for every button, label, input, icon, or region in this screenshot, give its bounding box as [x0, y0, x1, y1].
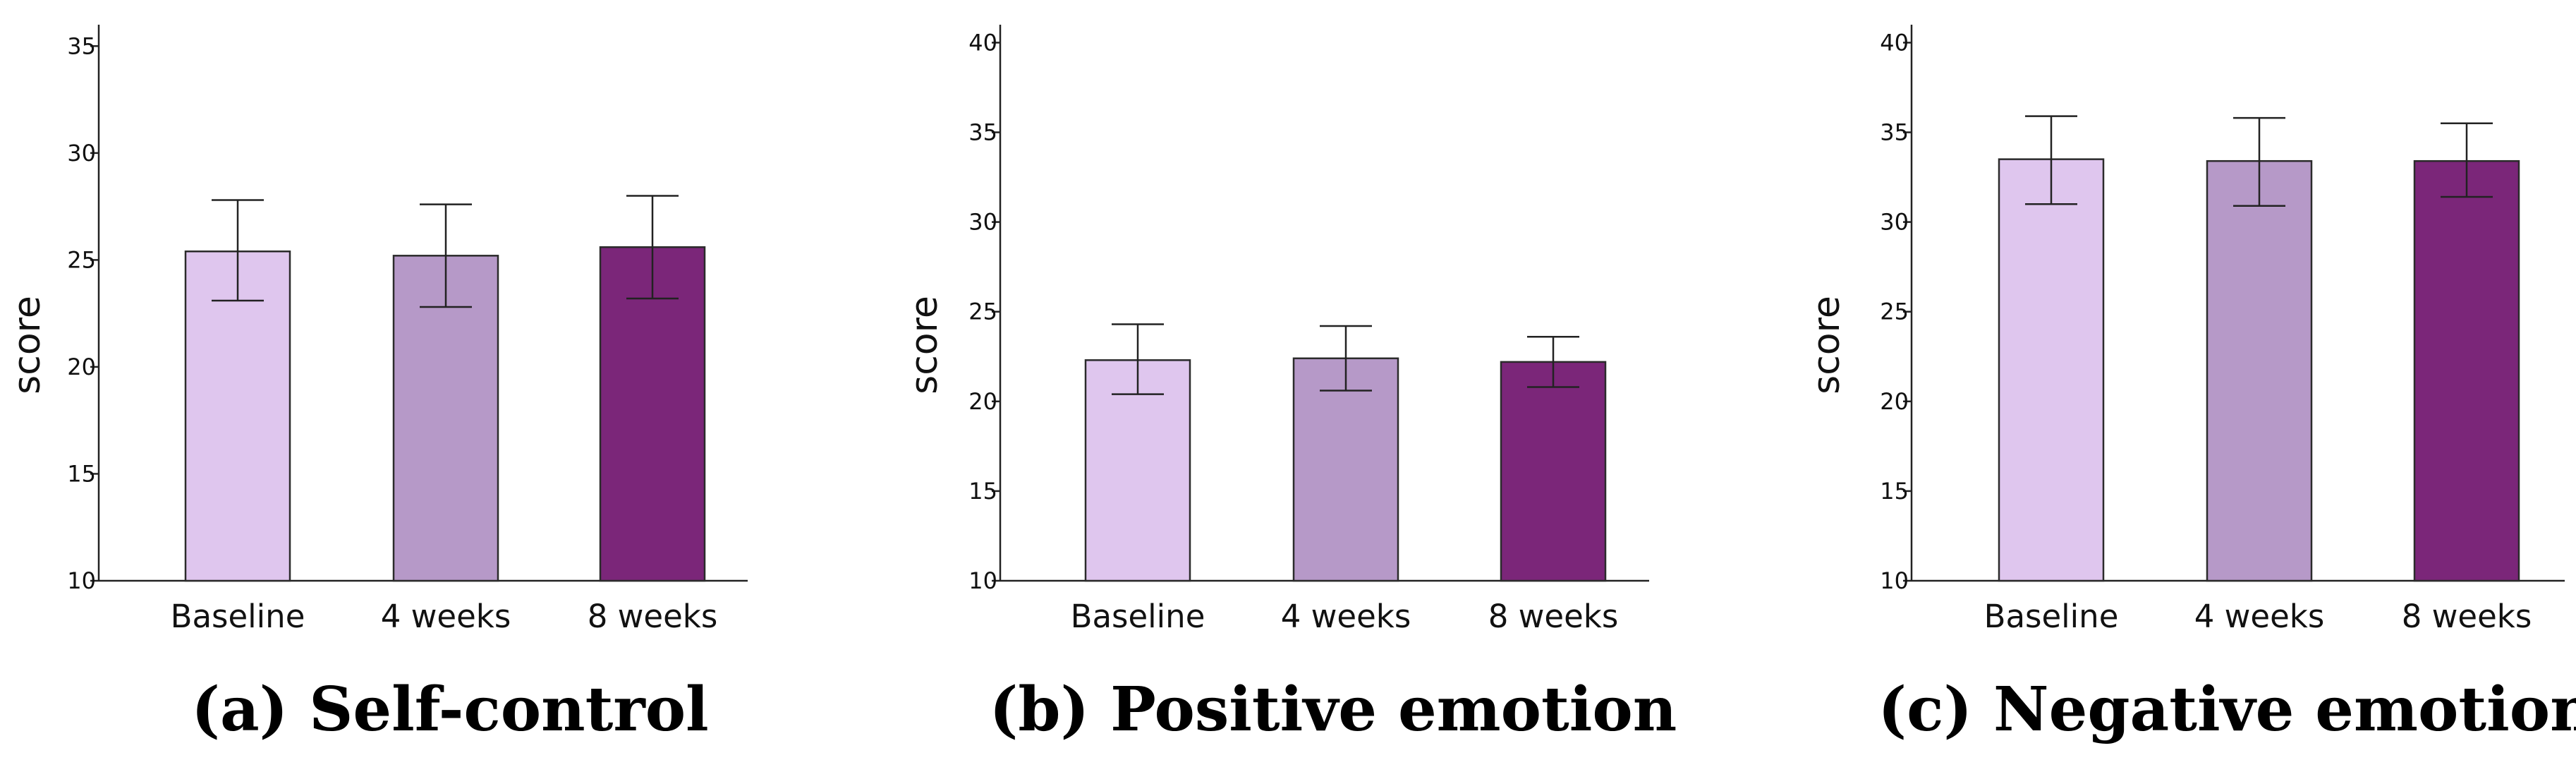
x-category-label: 4 weeks [381, 598, 511, 635]
y-tick-label: 25 [968, 298, 997, 325]
x-category-label: Baseline [1071, 598, 1205, 635]
bar [392, 255, 499, 582]
bar [2413, 159, 2520, 582]
bar [2206, 159, 2313, 582]
y-tick-label: 30 [968, 209, 997, 236]
bar [1998, 158, 2105, 582]
chart-panel-3: 10 15 20 25 30 35 40 score Baseline 4 weeks 8 week… [1806, 25, 2576, 745]
y-tick-label: 15 [968, 478, 997, 505]
x-category-label: 4 weeks [2194, 598, 2325, 635]
y-tick-label: 20 [1880, 388, 1909, 415]
y-tick-label: 35 [968, 119, 997, 146]
y-axis-label: score [904, 296, 946, 394]
x-category-label: 8 weeks [588, 598, 718, 635]
x-category-label: 8 weeks [2402, 598, 2532, 635]
bar [1500, 361, 1607, 582]
y-tick-label: 20 [968, 388, 997, 415]
y-axis-label: score [1806, 296, 1848, 394]
bar [184, 251, 291, 582]
x-category-label: 4 weeks [1281, 598, 1411, 635]
bar [599, 246, 706, 582]
y-tick-label: 30 [67, 140, 96, 167]
x-category-label: Baseline [1984, 598, 2119, 635]
y-tick-label: 10 [67, 567, 96, 594]
y-tick-label: 30 [1880, 209, 1909, 236]
y-tick-label: 10 [1880, 567, 1909, 594]
x-category-label: Baseline [171, 598, 305, 635]
panel-caption: (c) Negative emotion [1878, 674, 2576, 745]
chart-panel-1: 10 15 20 25 30 35 score Baseline 4 weeks 8 weeks (… [6, 25, 748, 745]
y-tick-label: 25 [67, 246, 96, 273]
y-tick-label: 40 [1880, 29, 1909, 56]
y-tick-label: 15 [67, 460, 96, 487]
panel-caption: (a) Self-control [191, 674, 708, 745]
y-tick-label: 15 [1880, 478, 1909, 505]
chart-panel-2: 10 15 20 25 30 35 40 score Baseline 4 weeks 8 week… [904, 25, 1677, 745]
y-tick-label: 20 [67, 354, 96, 380]
y-tick-label: 25 [1880, 298, 1909, 325]
panel-caption: (b) Positive emotion [990, 674, 1677, 745]
y-tick-label: 35 [67, 32, 96, 59]
y-axis-label: score [6, 296, 49, 394]
bar [1292, 357, 1399, 582]
y-tick-label: 35 [1880, 119, 1909, 146]
bar [1084, 359, 1191, 582]
y-tick-label: 10 [968, 567, 997, 594]
x-category-label: 8 weeks [1488, 598, 1619, 635]
y-tick-label: 40 [968, 29, 997, 56]
